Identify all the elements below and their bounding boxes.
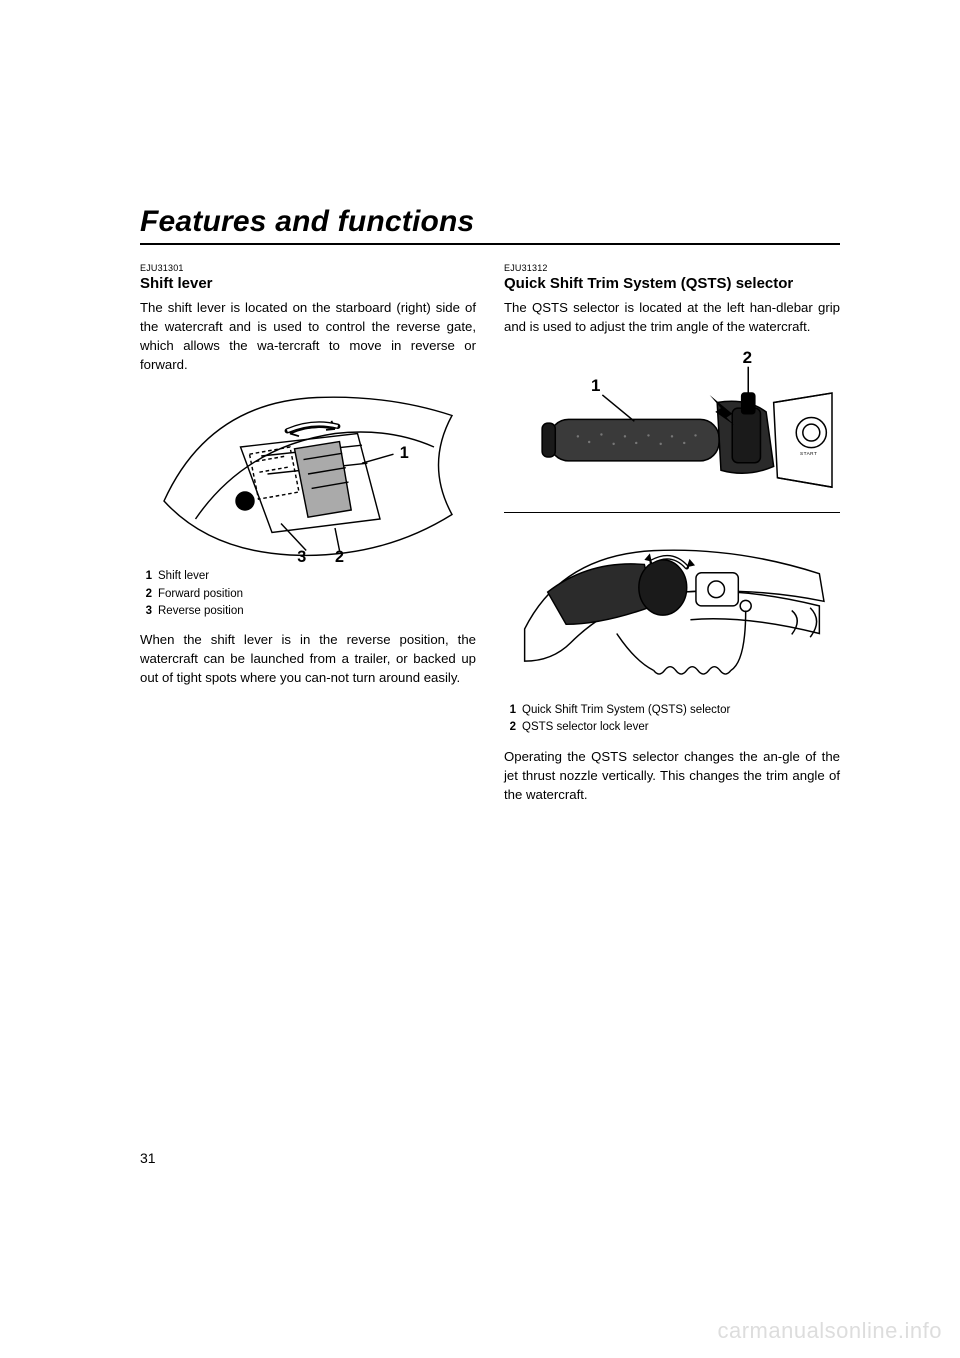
shift-lever-diagram-svg: 1 2 3 — [140, 384, 476, 564]
legend-num: 1 — [504, 702, 516, 719]
legend-num: 2 — [504, 719, 516, 736]
figure-qsts-grip: 1 2 START — [504, 346, 840, 506]
page-content: Features and functions EJU31301 Shift le… — [140, 205, 840, 814]
watermark: carmanualsonline.info — [717, 1318, 942, 1344]
qsts-intro: The QSTS selector is located at the left… — [504, 298, 840, 336]
legend-row: 2 Forward position — [140, 586, 476, 603]
figure-shift-lever: 1 2 3 — [140, 384, 476, 564]
legend-row: 3 Reverse position — [140, 603, 476, 620]
qsts-console-svg — [504, 523, 840, 698]
page-title: Features and functions — [140, 205, 840, 239]
section-heading-shift-lever: Shift lever — [140, 275, 476, 294]
section-code-right: EJU31312 — [504, 263, 840, 273]
shift-lever-legend: 1 Shift lever 2 Forward position 3 Rever… — [140, 568, 476, 620]
two-columns: EJU31301 Shift lever The shift lever is … — [140, 263, 840, 814]
shift-lever-intro: The shift lever is located on the starbo… — [140, 298, 476, 375]
callout-2: 2 — [335, 549, 344, 565]
legend-text: QSTS selector lock lever — [522, 719, 649, 736]
legend-row: 2 QSTS selector lock lever — [504, 719, 840, 736]
legend-text: Reverse position — [158, 603, 244, 620]
figure-qsts-console — [504, 523, 840, 698]
right-column: EJU31312 Quick Shift Trim System (QSTS) … — [504, 263, 840, 814]
legend-text: Shift lever — [158, 568, 209, 585]
start-label: START — [800, 451, 817, 456]
legend-num: 3 — [140, 603, 152, 620]
section-code-left: EJU31301 — [140, 263, 476, 273]
section-heading-qsts: Quick Shift Trim System (QSTS) selector — [504, 275, 840, 294]
page-number: 31 — [140, 1150, 156, 1166]
legend-row: 1 Shift lever — [140, 568, 476, 585]
callout-1: 1 — [400, 444, 409, 462]
shift-lever-reverse-note: When the shift lever is in the reverse p… — [140, 630, 476, 687]
legend-text: Forward position — [158, 586, 243, 603]
qsts-grip-svg: 1 2 START — [504, 346, 840, 506]
qsts-operating-note: Operating the QSTS selector changes the … — [504, 747, 840, 804]
callout-2: 2 — [743, 348, 752, 367]
left-column: EJU31301 Shift lever The shift lever is … — [140, 263, 476, 814]
legend-num: 2 — [140, 586, 152, 603]
legend-row: 1 Quick Shift Trim System (QSTS) selecto… — [504, 702, 840, 719]
callout-1: 1 — [591, 376, 600, 395]
legend-num: 1 — [140, 568, 152, 585]
legend-text: Quick Shift Trim System (QSTS) selector — [522, 702, 730, 719]
callout-3: 3 — [297, 549, 306, 565]
qsts-legend: 1 Quick Shift Trim System (QSTS) selecto… — [504, 702, 840, 737]
title-divider — [140, 243, 840, 245]
figure-separator — [504, 512, 840, 513]
